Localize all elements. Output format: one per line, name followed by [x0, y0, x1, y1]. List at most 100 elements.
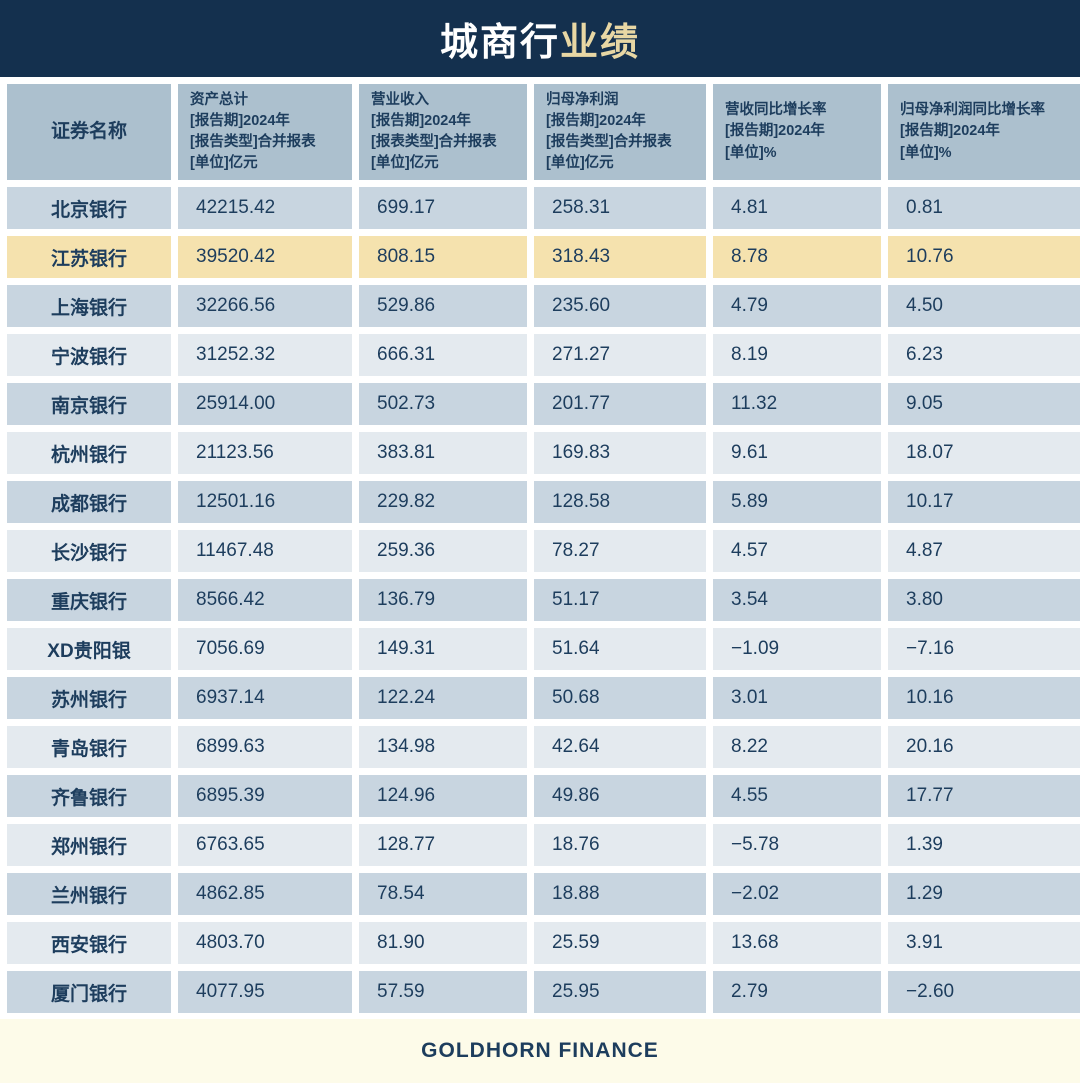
total-assets-cell: 21123.56	[178, 432, 352, 474]
net-profit-cell: 128.58	[534, 481, 706, 523]
net-profit-yoy-cell: 6.23	[888, 334, 1080, 376]
bank-name-cell: 成都银行	[7, 481, 171, 523]
operating-revenue-cell: 78.54	[359, 873, 527, 915]
bank-name-cell: 厦门银行	[7, 971, 171, 1013]
operating-revenue-cell: 699.17	[359, 187, 527, 229]
bank-name-cell: 上海银行	[7, 285, 171, 327]
bank-name-cell: 南京银行	[7, 383, 171, 425]
header-net-profit: 归母净利润 [报告期]2024年 [报告类型]合并报表 [单位]亿元	[534, 84, 706, 180]
total-assets-cell: 7056.69	[178, 628, 352, 670]
operating-revenue-cell: 259.36	[359, 530, 527, 572]
total-assets-cell: 42215.42	[178, 187, 352, 229]
operating-revenue-cell: 128.77	[359, 824, 527, 866]
total-assets-cell: 11467.48	[178, 530, 352, 572]
operating-revenue-cell: 57.59	[359, 971, 527, 1013]
net-profit-cell: 42.64	[534, 726, 706, 768]
net-profit-cell: 78.27	[534, 530, 706, 572]
bank-name-cell: 宁波银行	[7, 334, 171, 376]
total-assets-cell: 6937.14	[178, 677, 352, 719]
net-profit-cell: 235.60	[534, 285, 706, 327]
operating-revenue-cell: 134.98	[359, 726, 527, 768]
revenue-yoy-cell: 4.55	[713, 775, 881, 817]
header-revenue-yoy: 营收同比增长率 [报告期]2024年 [单位]%	[713, 84, 881, 180]
net-profit-yoy-cell: 1.39	[888, 824, 1080, 866]
revenue-yoy-cell: 8.19	[713, 334, 881, 376]
revenue-yoy-cell: 3.54	[713, 579, 881, 621]
net-profit-yoy-cell: 18.07	[888, 432, 1080, 474]
header-operating-revenue: 营业收入 [报告期]2024年 [报表类型]合并报表 [单位]亿元	[359, 84, 527, 180]
net-profit-yoy-cell: 10.17	[888, 481, 1080, 523]
brand-text: GOLDHORN FINANCE	[421, 1039, 659, 1062]
bank-name-cell: 齐鲁银行	[7, 775, 171, 817]
revenue-yoy-cell: 5.89	[713, 481, 881, 523]
banks-table: 证券名称 资产总计 [报告期]2024年 [报告类型]合并报表 [单位]亿元 营…	[0, 77, 1080, 1019]
revenue-yoy-cell: 2.79	[713, 971, 881, 1013]
bank-name-cell: 青岛银行	[7, 726, 171, 768]
bank-name-cell: 西安银行	[7, 922, 171, 964]
net-profit-cell: 51.17	[534, 579, 706, 621]
revenue-yoy-cell: −1.09	[713, 628, 881, 670]
revenue-yoy-cell: −5.78	[713, 824, 881, 866]
total-assets-cell: 4803.70	[178, 922, 352, 964]
net-profit-cell: 271.27	[534, 334, 706, 376]
net-profit-cell: 18.88	[534, 873, 706, 915]
net-profit-yoy-cell: −2.60	[888, 971, 1080, 1013]
footer: GOLDHORN FINANCE	[0, 1019, 1080, 1083]
operating-revenue-cell: 529.86	[359, 285, 527, 327]
net-profit-cell: 318.43	[534, 236, 706, 278]
net-profit-yoy-cell: −7.16	[888, 628, 1080, 670]
operating-revenue-cell: 81.90	[359, 922, 527, 964]
revenue-yoy-cell: 13.68	[713, 922, 881, 964]
operating-revenue-cell: 229.82	[359, 481, 527, 523]
bank-name-cell: 郑州银行	[7, 824, 171, 866]
total-assets-cell: 4077.95	[178, 971, 352, 1013]
bank-name-cell: 杭州银行	[7, 432, 171, 474]
total-assets-cell: 6895.39	[178, 775, 352, 817]
net-profit-yoy-cell: 3.80	[888, 579, 1080, 621]
title-banner: 城商行业绩	[0, 0, 1080, 77]
header-net-profit-yoy: 归母净利润同比增长率 [报告期]2024年 [单位]%	[888, 84, 1080, 180]
net-profit-cell: 201.77	[534, 383, 706, 425]
total-assets-cell: 31252.32	[178, 334, 352, 376]
header-securities-name: 证券名称	[7, 84, 171, 180]
bank-name-cell: 苏州银行	[7, 677, 171, 719]
total-assets-cell: 4862.85	[178, 873, 352, 915]
net-profit-yoy-cell: 3.91	[888, 922, 1080, 964]
operating-revenue-cell: 136.79	[359, 579, 527, 621]
total-assets-cell: 8566.42	[178, 579, 352, 621]
net-profit-yoy-cell: 4.87	[888, 530, 1080, 572]
net-profit-cell: 25.59	[534, 922, 706, 964]
net-profit-cell: 258.31	[534, 187, 706, 229]
total-assets-cell: 25914.00	[178, 383, 352, 425]
net-profit-cell: 169.83	[534, 432, 706, 474]
total-assets-cell: 32266.56	[178, 285, 352, 327]
bank-name-cell: 北京银行	[7, 187, 171, 229]
revenue-yoy-cell: 8.78	[713, 236, 881, 278]
title-gold-part: 业绩	[560, 22, 641, 64]
revenue-yoy-cell: −2.02	[713, 873, 881, 915]
total-assets-cell: 12501.16	[178, 481, 352, 523]
total-assets-cell: 39520.42	[178, 236, 352, 278]
net-profit-yoy-cell: 0.81	[888, 187, 1080, 229]
net-profit-yoy-cell: 4.50	[888, 285, 1080, 327]
net-profit-cell: 51.64	[534, 628, 706, 670]
header-total-assets: 资产总计 [报告期]2024年 [报告类型]合并报表 [单位]亿元	[178, 84, 352, 180]
operating-revenue-cell: 122.24	[359, 677, 527, 719]
revenue-yoy-cell: 4.81	[713, 187, 881, 229]
bank-name-cell: 重庆银行	[7, 579, 171, 621]
net-profit-yoy-cell: 1.29	[888, 873, 1080, 915]
title-white-part: 城商行	[439, 22, 560, 64]
net-profit-cell: 18.76	[534, 824, 706, 866]
operating-revenue-cell: 666.31	[359, 334, 527, 376]
total-assets-cell: 6899.63	[178, 726, 352, 768]
net-profit-cell: 50.68	[534, 677, 706, 719]
net-profit-yoy-cell: 10.76	[888, 236, 1080, 278]
operating-revenue-cell: 383.81	[359, 432, 527, 474]
bank-name-cell: 长沙银行	[7, 530, 171, 572]
page-title: 城商行业绩	[440, 11, 640, 66]
operating-revenue-cell: 808.15	[359, 236, 527, 278]
revenue-yoy-cell: 3.01	[713, 677, 881, 719]
revenue-yoy-cell: 4.57	[713, 530, 881, 572]
revenue-yoy-cell: 9.61	[713, 432, 881, 474]
revenue-yoy-cell: 8.22	[713, 726, 881, 768]
